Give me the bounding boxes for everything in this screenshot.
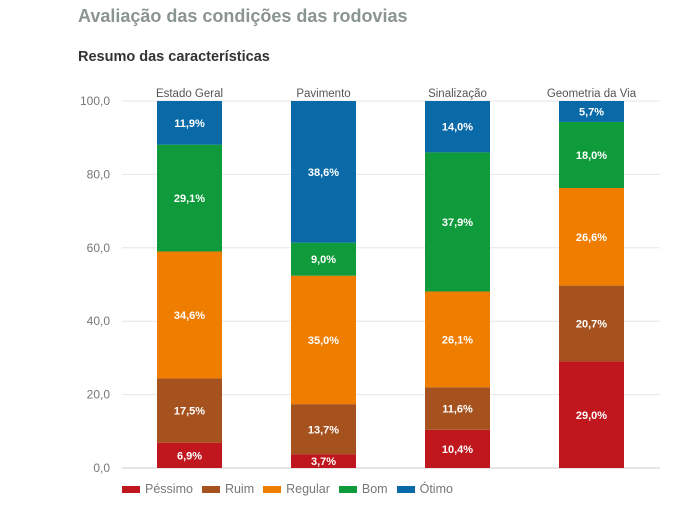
category-label: Sinalização — [428, 88, 487, 100]
data-label: 26,6% — [576, 232, 607, 244]
legend-label: Péssimo — [145, 482, 193, 496]
legend-swatch — [338, 485, 357, 493]
bar-segment-regular — [291, 275, 356, 405]
data-label: 10,4% — [442, 444, 473, 456]
chart-subtitle: Resumo das características — [78, 49, 270, 65]
y-tick-label: 0,0 — [93, 461, 110, 475]
legend-item[interactable]: Péssimo — [122, 482, 193, 496]
bar-segment-bom — [425, 152, 490, 292]
bar-segment-bom — [157, 144, 222, 252]
bar-segment-ótimo — [425, 101, 490, 153]
bar-segment-regular — [425, 291, 490, 388]
data-label: 14,0% — [442, 122, 473, 134]
bar-segment-ruim — [291, 404, 356, 455]
legend-item[interactable]: Ruim — [201, 482, 255, 496]
data-label: 34,6% — [174, 310, 205, 322]
data-label: 29,1% — [174, 193, 205, 205]
data-label: 5,7% — [579, 106, 604, 118]
data-label: 29,0% — [576, 410, 607, 422]
category-label: Pavimento — [296, 88, 350, 100]
bar-segment-ótimo — [291, 101, 356, 243]
bar-segment-ótimo — [559, 101, 624, 122]
legend: Péssimo Ruim Regular Bom Ótimo — [122, 482, 453, 496]
bar-segment-bom — [559, 121, 624, 188]
data-label: 11,9% — [174, 118, 205, 130]
data-label: 37,9% — [442, 217, 473, 229]
legend-item[interactable]: Regular — [263, 482, 330, 496]
bar-segment-ótimo — [157, 101, 222, 145]
legend-item[interactable]: Ótimo — [396, 482, 453, 496]
legend-label: Ruim — [224, 482, 255, 496]
legend-label: Ótimo — [419, 482, 453, 496]
bar-segment-péssimo — [291, 454, 356, 468]
legend-swatch — [396, 485, 415, 493]
legend-swatch — [201, 485, 220, 493]
y-tick-label: 60,0 — [87, 241, 111, 255]
bar-segment-bom — [291, 242, 356, 276]
y-tick-label: 100,0 — [80, 94, 110, 108]
legend-swatch — [122, 485, 140, 493]
data-label: 20,7% — [576, 319, 607, 331]
legend-label: Regular — [286, 482, 330, 496]
bar-segment-ruim — [157, 378, 222, 443]
data-label: 38,6% — [308, 167, 339, 179]
bar-segment-ruim — [425, 387, 490, 430]
y-tick-label: 40,0 — [87, 314, 111, 328]
data-label: 6,9% — [177, 450, 202, 462]
category-label: Estado Geral — [156, 88, 223, 100]
legend-item[interactable]: Bom — [338, 482, 388, 496]
bar-segment-péssimo — [559, 361, 624, 468]
page-title: Avaliação das condições das rodovias — [78, 6, 408, 26]
y-tick-label: 20,0 — [87, 388, 111, 402]
data-label: 35,0% — [308, 335, 339, 347]
data-label: 3,7% — [311, 456, 336, 468]
data-label: 17,5% — [174, 406, 205, 418]
data-label: 9,0% — [311, 254, 336, 266]
data-label: 18,0% — [576, 150, 607, 162]
bar-segment-péssimo — [157, 442, 222, 468]
data-label: 26,1% — [442, 334, 473, 346]
y-tick-label: 80,0 — [87, 167, 111, 181]
bar-segment-ruim — [559, 285, 624, 362]
bar-segment-regular — [157, 251, 222, 379]
data-label: 11,6% — [442, 404, 473, 416]
bar-segment-regular — [559, 187, 624, 286]
bar-segment-péssimo — [425, 429, 490, 468]
legend-label: Bom — [361, 482, 388, 496]
category-label: Geometria da Via — [547, 88, 637, 100]
legend-swatch — [263, 485, 282, 493]
data-label: 13,7% — [308, 424, 339, 436]
